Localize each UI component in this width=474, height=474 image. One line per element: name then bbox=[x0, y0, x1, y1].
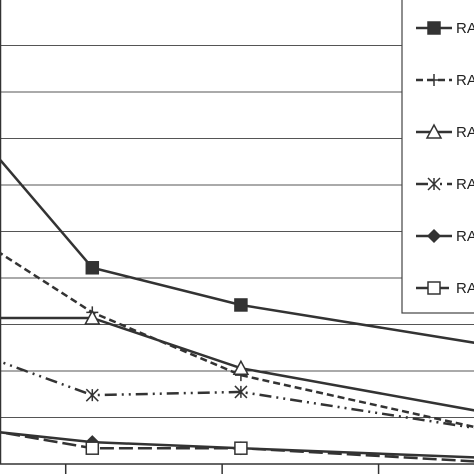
legend-label: RA bbox=[456, 280, 474, 297]
marker bbox=[84, 309, 101, 325]
marker bbox=[85, 441, 100, 455]
marker bbox=[427, 281, 441, 295]
marker bbox=[427, 21, 441, 35]
marker bbox=[232, 359, 250, 375]
marker bbox=[234, 385, 248, 399]
marker bbox=[426, 228, 442, 244]
series-line bbox=[0, 360, 474, 430]
series-line bbox=[0, 431, 474, 459]
series-line bbox=[0, 251, 474, 429]
legend bbox=[401, 0, 474, 314]
marker bbox=[85, 388, 99, 402]
legend-label: RA bbox=[456, 228, 474, 245]
series-line bbox=[0, 430, 474, 463]
marker bbox=[234, 298, 248, 312]
plot-area bbox=[0, 157, 474, 463]
marker bbox=[425, 123, 443, 139]
series-line bbox=[0, 316, 474, 412]
marker bbox=[427, 177, 441, 191]
legend-label: RA bbox=[456, 72, 474, 89]
grid bbox=[0, 45, 474, 418]
series-line bbox=[0, 157, 474, 344]
marker bbox=[428, 74, 440, 86]
legend-label: RA bbox=[456, 20, 474, 37]
legend-label: RA bbox=[456, 124, 474, 141]
legend-entries: RA RA RA RA RA RA bbox=[416, 20, 474, 297]
marker bbox=[85, 261, 100, 275]
legend-label: RA bbox=[456, 176, 474, 193]
marker bbox=[234, 441, 248, 455]
